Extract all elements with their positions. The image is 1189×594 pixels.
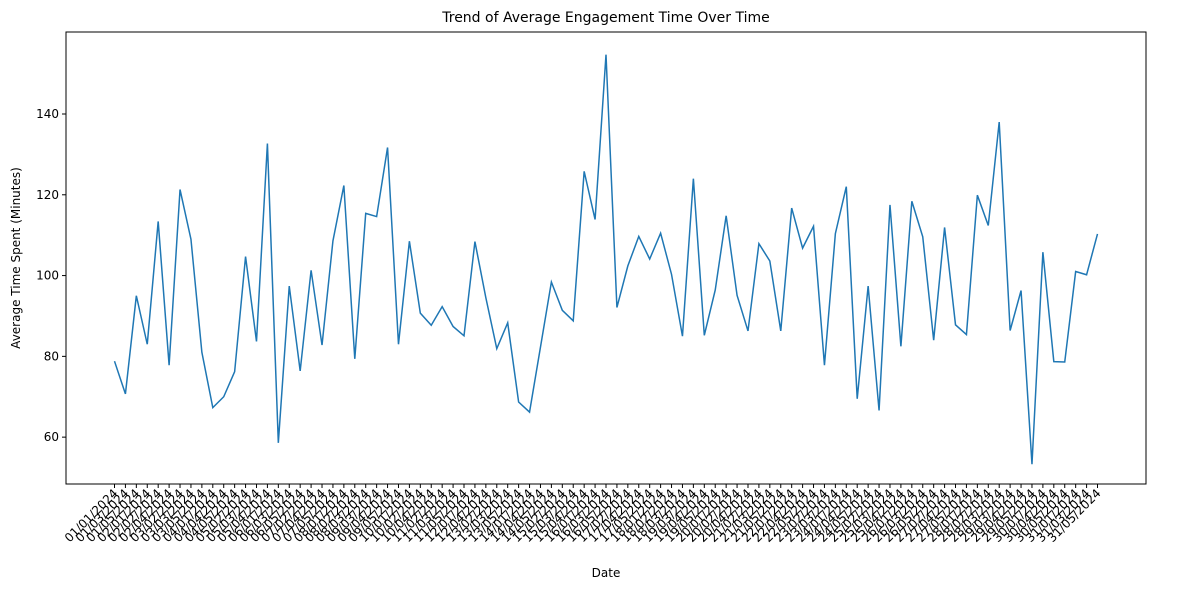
y-axis-label: Average Time Spent (Minutes)	[9, 167, 23, 349]
y-tick-label: 120	[36, 188, 59, 202]
plot-frame	[65, 31, 1147, 485]
y-tick-label: 80	[44, 349, 59, 363]
data-line	[113, 54, 1099, 465]
x-axis-label: Date	[592, 566, 621, 580]
y-tick-label: 60	[44, 430, 59, 444]
chart-title: Trend of Average Engagement Time Over Ti…	[441, 10, 770, 26]
y-tick-label: 100	[36, 269, 59, 283]
y-tick-label: 140	[36, 107, 59, 121]
